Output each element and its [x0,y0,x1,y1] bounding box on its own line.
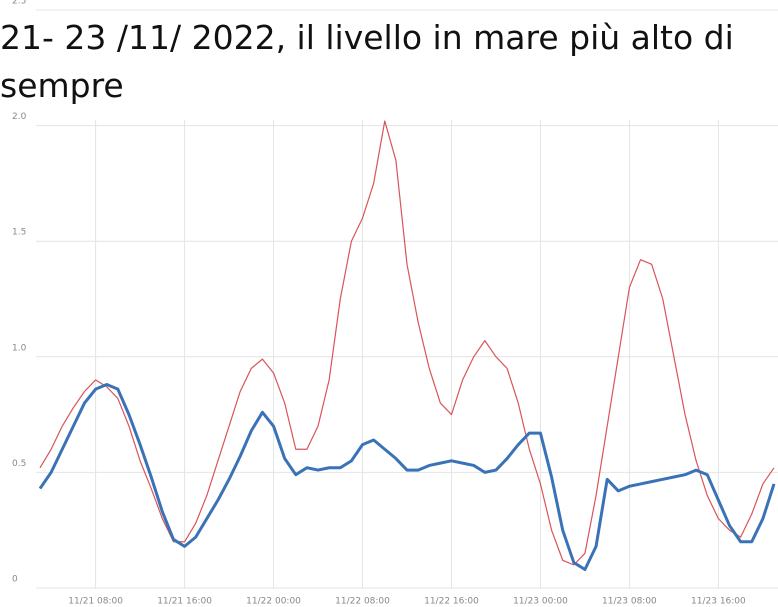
x-tick-label: 11/22 00:00 [246,597,301,607]
line-series [38,383,776,571]
chart-title: 21- 23 /11/ 2022, il livello in mare più… [0,18,734,105]
x-tick-label: 11/23 16:00 [691,597,746,607]
y-tick-label: 0.5 [12,459,26,469]
x-tick-label: 11/22 16:00 [424,597,479,607]
y-tick-label: 1.5 [12,228,26,238]
x-tick-label: 11/22 08:00 [335,597,390,607]
y-tick-label: 2.5 [12,0,26,7]
x-tick-label: 11/21 08:00 [68,597,123,607]
x-tick-label: 11/23 00:00 [513,597,568,607]
y-tick-label: 2.0 [12,112,27,122]
x-tick-label: 11/23 08:00 [602,597,657,607]
y-tick-label: 0 [12,575,18,585]
line-series [39,120,775,566]
y-tick-label: 1.0 [12,343,27,353]
x-tick-label: 11/21 16:00 [157,597,212,607]
